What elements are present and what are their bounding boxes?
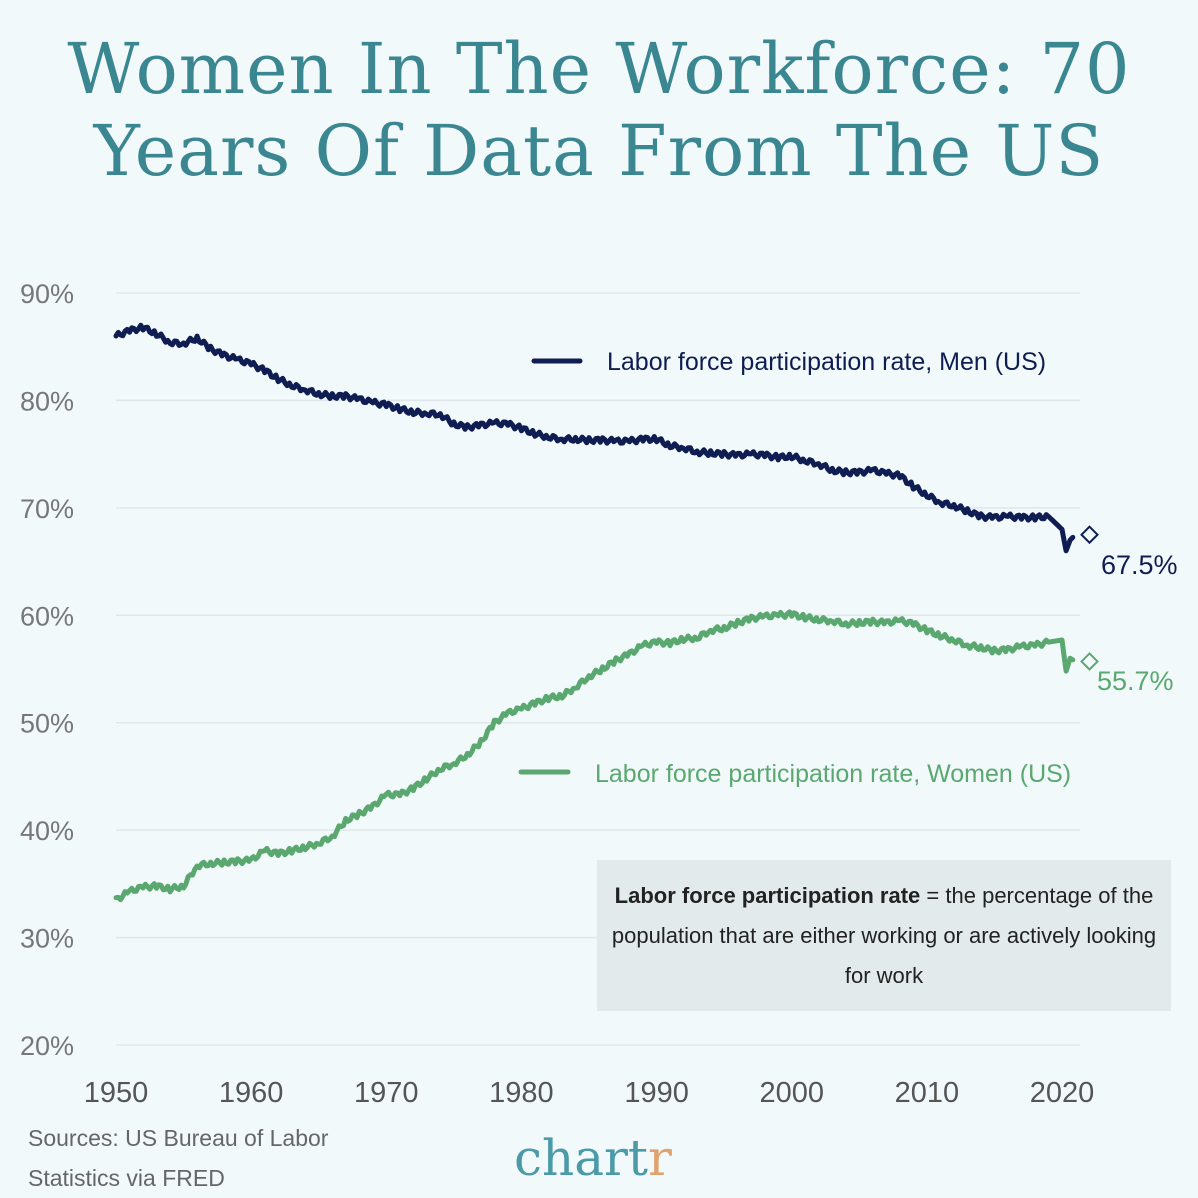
series-lines	[113, 322, 1076, 903]
brand-accent: r	[648, 1129, 672, 1187]
series-line-women	[113, 609, 1076, 903]
x-tick-label: 2000	[759, 1077, 824, 1109]
x-tick-label: 1970	[354, 1077, 419, 1109]
legend-label: Labor force participation rate, Women (U…	[595, 760, 1071, 788]
x-tick-label: 2010	[895, 1077, 960, 1109]
y-tick-label: 20%	[20, 1031, 74, 1061]
end-label: 55.7%	[1097, 666, 1174, 696]
x-tick-label: 1980	[489, 1077, 554, 1109]
end-labels: 67.5% 55.7%	[1097, 550, 1178, 696]
y-tick-label: 50%	[20, 709, 74, 739]
x-tick-label: 1990	[624, 1077, 689, 1109]
y-tick-label: 90%	[20, 279, 74, 309]
definition-text: Labor force participation rate = the per…	[611, 876, 1157, 996]
y-tick-label: 60%	[20, 601, 74, 631]
brand-logo: chartr	[514, 1128, 672, 1188]
series-line-men	[113, 322, 1076, 554]
definition-term: Labor force participation rate	[614, 882, 921, 908]
grid-lines	[116, 292, 1080, 1046]
end-markers	[1080, 525, 1099, 671]
legend-label: Labor force participation rate, Men (US)	[607, 348, 1046, 376]
x-axis-ticks: 1950 1960 1970 1980 1990 2000 2010 2020	[84, 1077, 1095, 1109]
y-tick-label: 70%	[20, 494, 74, 524]
definition-rest: = the percentage of the population that …	[611, 882, 1157, 988]
y-tick-label: 80%	[20, 386, 74, 416]
brand-main: chart	[514, 1129, 649, 1187]
y-tick-label: 30%	[20, 924, 74, 954]
y-axis-ticks: 20% 30% 40% 50% 60% 70% 80% 90%	[20, 279, 74, 1061]
legend: Labor force participation rate, Men (US)…	[518, 348, 1071, 788]
x-tick-label: 1960	[219, 1077, 284, 1109]
definition-box: Labor force participation rate = the per…	[597, 860, 1171, 1011]
x-tick-label: 2020	[1030, 1077, 1095, 1109]
source-note: Sources: US Bureau of Labor Statistics v…	[28, 1125, 329, 1191]
end-label: 67.5%	[1101, 550, 1178, 580]
chart-title: Women In The Workforce: 70 Years Of Data…	[67, 28, 1131, 192]
y-tick-label: 40%	[20, 816, 74, 846]
end-marker	[1080, 652, 1099, 671]
end-marker	[1080, 525, 1099, 545]
x-tick-label: 1950	[84, 1077, 149, 1109]
